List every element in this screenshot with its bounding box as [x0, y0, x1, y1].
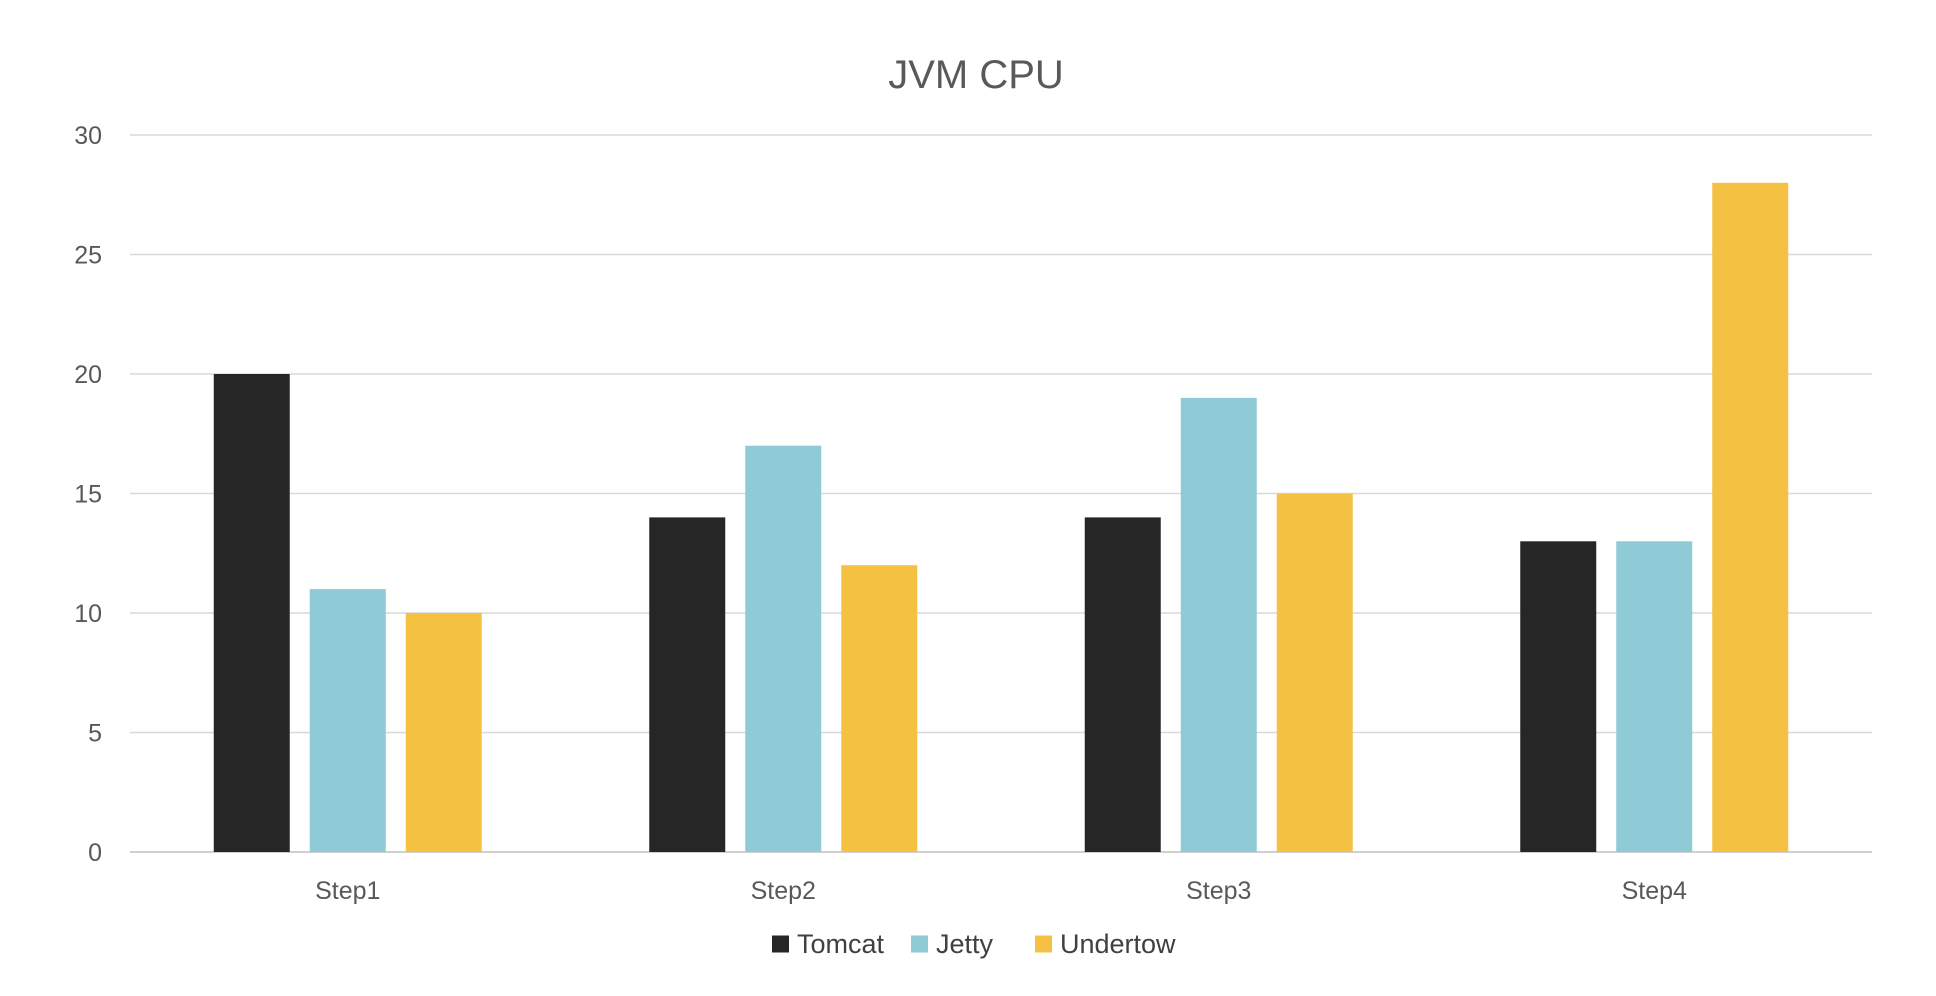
legend-label: Jetty [936, 929, 994, 959]
legend-item-tomcat: Tomcat [772, 929, 885, 959]
chart-title: JVM CPU [888, 53, 1064, 97]
bar-undertow-step4 [1712, 182, 1789, 853]
bar-jetty-step4 [1616, 541, 1693, 852]
bar-tomcat-step1 [213, 374, 290, 852]
bar-tomcat-step3 [1084, 517, 1161, 852]
bar-jetty-step2 [745, 445, 822, 852]
y-tick-label: 15 [74, 481, 102, 509]
bar-undertow-step3 [1276, 493, 1353, 852]
bar-undertow-step1 [405, 613, 482, 852]
legend-item-jetty: Jetty [911, 929, 994, 959]
x-axis-ticks: Step1 Step2 Step3 Step4 [315, 877, 1687, 905]
legend-swatch [772, 935, 789, 953]
bar-undertow-step2 [841, 565, 918, 852]
bar-tomcat-step4 [1520, 541, 1597, 852]
x-tick-label: Step4 [1622, 877, 1687, 905]
legend: Tomcat Jetty Undertow [772, 929, 1176, 959]
y-tick-label: 25 [74, 242, 102, 270]
legend-swatch [1035, 935, 1052, 953]
bar-tomcat-step2 [649, 517, 726, 852]
legend-label: Tomcat [797, 929, 885, 959]
y-tick-label: 30 [74, 122, 102, 150]
bar-jetty-step1 [309, 589, 386, 852]
bar-jetty-step3 [1180, 397, 1257, 852]
bars [213, 182, 1789, 853]
legend-item-undertow: Undertow [1035, 929, 1176, 959]
y-tick-label: 5 [88, 720, 102, 748]
x-tick-label: Step3 [1186, 877, 1251, 905]
y-tick-label: 0 [88, 839, 102, 867]
gridlines [130, 134, 1872, 853]
y-axis-ticks: 0 5 10 15 20 25 30 [74, 122, 102, 867]
x-tick-label: Step2 [751, 877, 816, 905]
legend-swatch [911, 935, 928, 953]
x-tick-label: Step1 [315, 877, 380, 905]
y-tick-label: 20 [74, 361, 102, 389]
legend-label: Undertow [1060, 929, 1176, 959]
y-tick-label: 10 [74, 600, 102, 628]
